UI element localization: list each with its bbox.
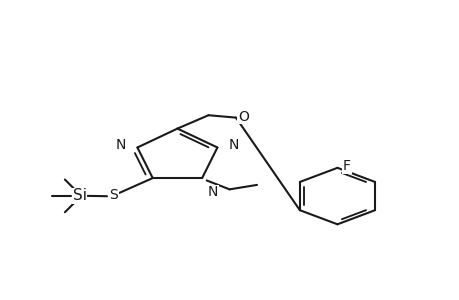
Text: O: O (237, 110, 248, 124)
Text: F: F (342, 159, 350, 173)
Text: N: N (229, 138, 239, 152)
Text: N: N (115, 138, 126, 152)
Text: N: N (207, 185, 218, 200)
Text: S: S (109, 188, 118, 202)
Text: Si: Si (73, 188, 86, 203)
